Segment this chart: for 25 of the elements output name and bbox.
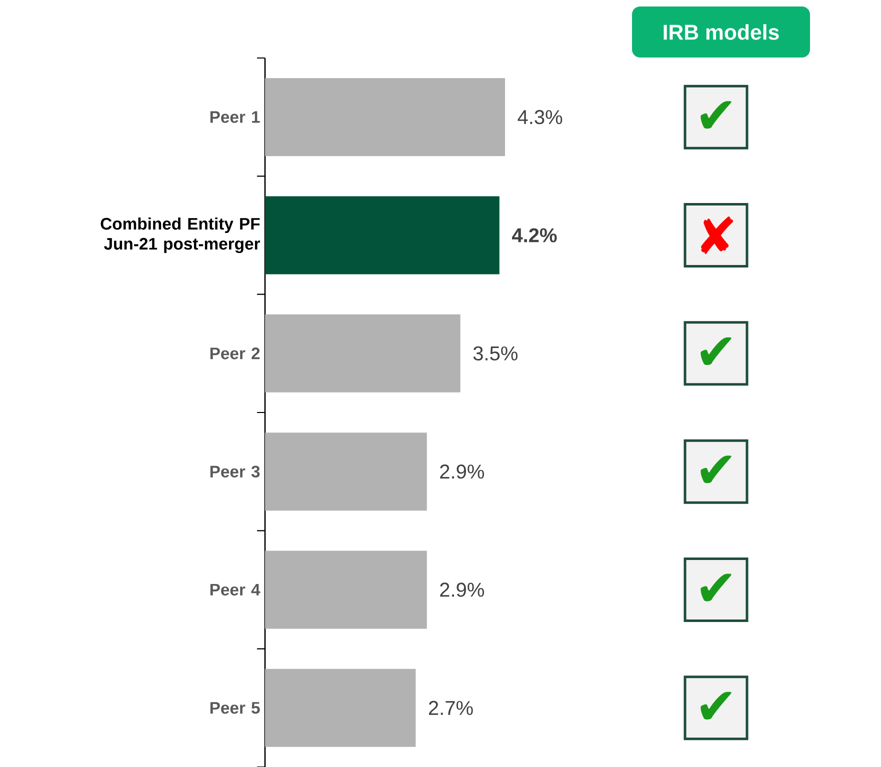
text: ✔ <box>700 692 732 720</box>
data-label: 2.7% <box>428 700 473 715</box>
bar <box>265 550 427 629</box>
text: ✔ <box>700 574 732 602</box>
data-label: 2.9% <box>440 582 484 597</box>
text: ✔ <box>700 337 732 365</box>
y-tick-label: Peer 5 <box>210 702 260 714</box>
data-label: 4.2% <box>512 228 557 242</box>
bar <box>265 668 416 747</box>
text: IRB models <box>664 24 779 40</box>
y-tick-label: Peer 4 <box>210 584 260 596</box>
y-tick-label: Peer 1 <box>210 111 260 123</box>
y-tick-label: Combined Entity PF Jun-21 post-merger <box>100 217 260 254</box>
data-label: 3.5% <box>473 346 518 360</box>
text: ✘ <box>701 216 733 254</box>
bar <box>265 314 460 392</box>
bar <box>265 432 427 511</box>
data-label: 2.9% <box>440 464 484 479</box>
y-tick-label: Peer 3 <box>210 466 260 478</box>
bar <box>265 78 506 156</box>
bar <box>265 196 500 274</box>
text: ✔ <box>700 101 732 129</box>
data-label: 4.3% <box>518 110 562 124</box>
y-tick-label: Peer 2 <box>210 348 260 360</box>
text: ✔ <box>700 456 732 484</box>
